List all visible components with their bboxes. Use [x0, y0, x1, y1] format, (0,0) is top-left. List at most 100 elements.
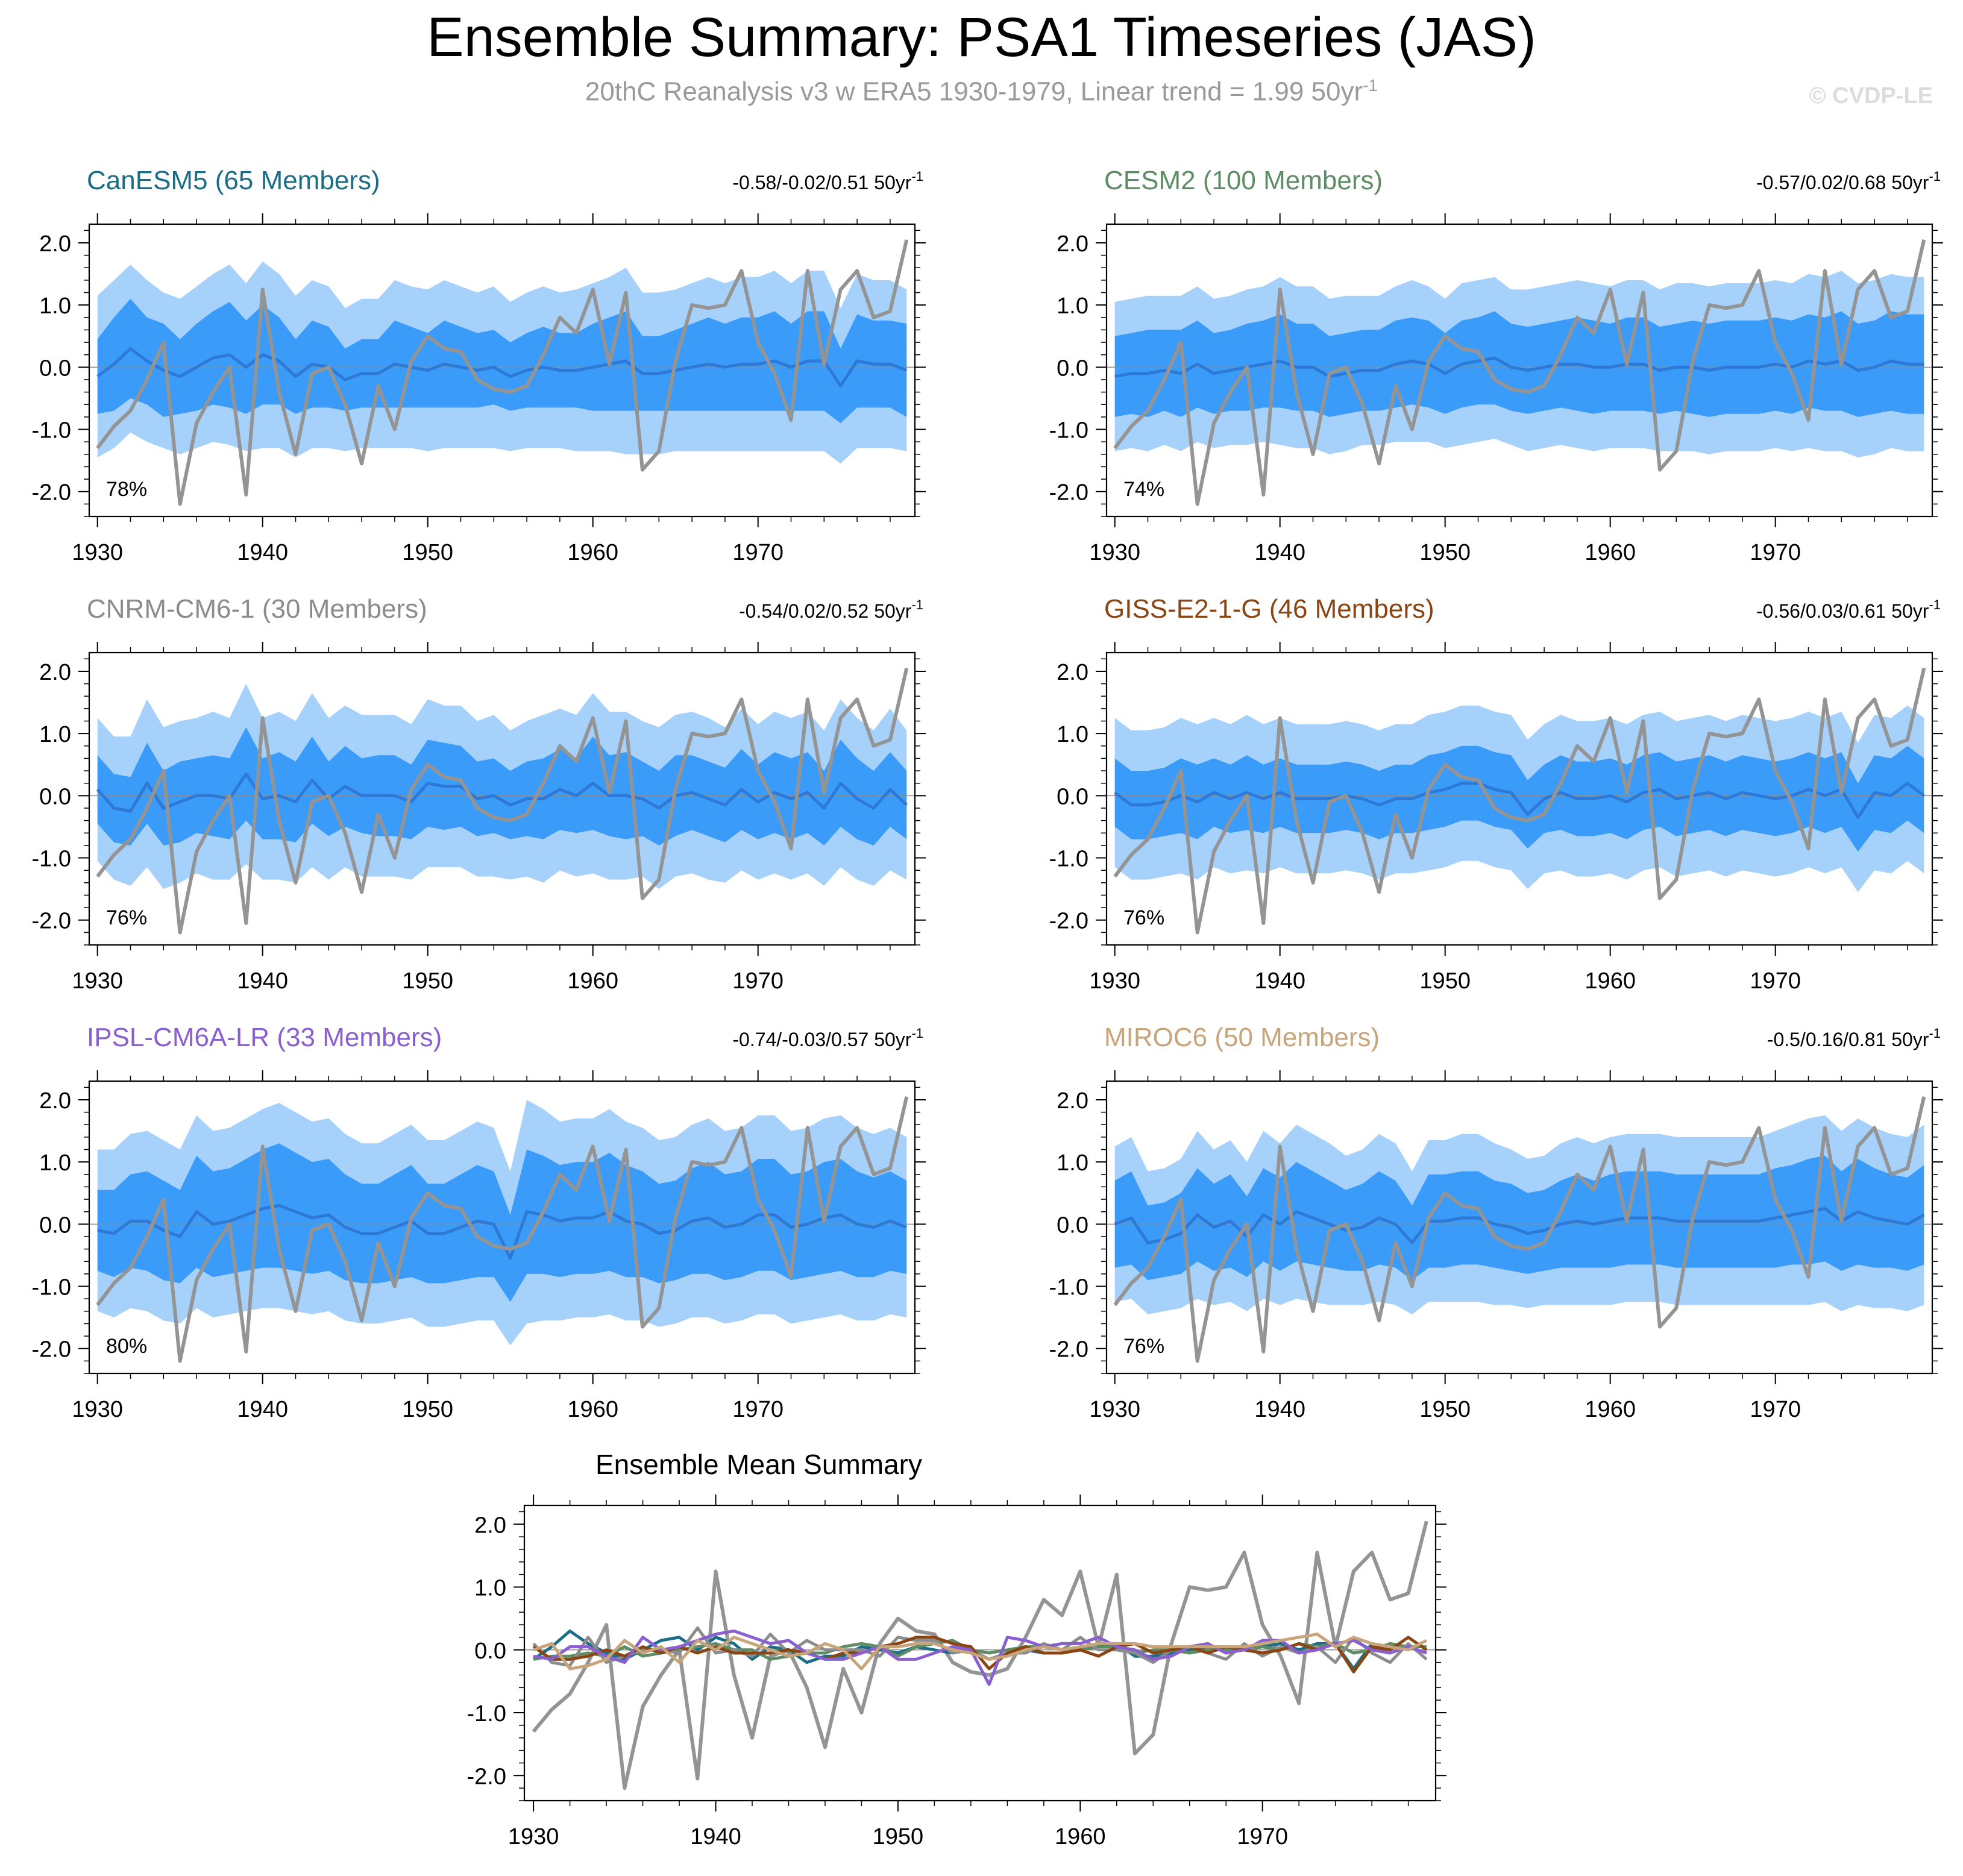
panel-5-trend-label: -0.74/-0.03/0.57 50yr-1 — [732, 1026, 923, 1050]
panel-3-xtick-label: 1960 — [567, 968, 618, 994]
panel-1-observed-line — [96, 239, 909, 506]
panel-2-ytick-label: -2.0 — [1049, 480, 1088, 506]
panel-3-frame — [88, 651, 916, 946]
summary-ytick-label: 0.0 — [474, 1639, 506, 1664]
panel-2-observed-line — [1113, 239, 1926, 506]
panel-3-ytick-label: 1.0 — [39, 722, 71, 747]
summary-ytick-label: 2.0 — [474, 1513, 506, 1538]
summary-ensemble-mean-line-4 — [532, 1636, 1428, 1674]
panel-5-ytick-label: 0.0 — [39, 1212, 71, 1238]
summary-ensemble-mean-line-6 — [533, 1633, 1428, 1671]
panel-2-title: CESM2 (100 Members) — [1104, 166, 1383, 195]
panel-4-xtick-label: 1970 — [1750, 968, 1801, 994]
panel-5-xtick-label: 1970 — [732, 1397, 784, 1422]
panel-2-xtick-label: 1960 — [1585, 540, 1636, 565]
panel-3-ytick-label: -2.0 — [32, 909, 71, 934]
panel-2-xtick-label: 1970 — [1750, 540, 1801, 565]
main-title: Ensemble Summary: PSA1 Timeseries (JAS) — [427, 7, 1536, 68]
panel-6-title: MIROC6 (50 Members) — [1104, 1023, 1380, 1052]
panel-3-xtick-label: 1950 — [402, 968, 453, 994]
summary-ytick-label: -1.0 — [467, 1701, 506, 1727]
panel-4-ytick-label: 1.0 — [1057, 722, 1088, 747]
copyright-label: © CVDP-LE — [1809, 83, 1933, 108]
panel-4-observed-line — [1113, 668, 1926, 935]
summary-xtick-label: 1960 — [1055, 1824, 1106, 1849]
panel-1-ytick-label: -2.0 — [32, 480, 71, 506]
panel-1-xtick-label: 1940 — [237, 540, 288, 565]
panel-5-xtick-label: 1940 — [237, 1397, 288, 1422]
panel-6-ytick-label: 2.0 — [1057, 1088, 1088, 1114]
panel-1-ensemble-mean-line — [96, 347, 908, 387]
panel-4-trend-superscript: -1 — [1929, 597, 1941, 612]
panel-2-xtick-label: 1930 — [1089, 540, 1140, 565]
panel-3-xtick-label: 1930 — [72, 968, 123, 994]
panel-5-ytick-label: -1.0 — [32, 1275, 71, 1300]
panel-6-xtick-label: 1960 — [1585, 1397, 1636, 1422]
panel-3-trend-superscript: -1 — [911, 597, 923, 612]
summary-title: Ensemble Mean Summary — [595, 1449, 922, 1480]
panel-2-ytick-label: 2.0 — [1057, 231, 1088, 257]
panel-5-frame — [88, 1080, 916, 1375]
panel-4-xtick-label: 1950 — [1419, 968, 1471, 994]
panel-1-ytick-label: 0.0 — [39, 356, 71, 381]
panel-6-trend-label: -0.5/0.16/0.81 50yr-1 — [1767, 1026, 1941, 1050]
panel-6-ytick-label: -1.0 — [1049, 1275, 1088, 1300]
panel-5-ensemble-mean-line — [97, 1203, 908, 1260]
panel-1-trend-superscript: -1 — [911, 169, 923, 184]
panel-5-inner-band — [97, 1143, 907, 1302]
panel-4-title: GISS-E2-1-G (46 Members) — [1104, 594, 1434, 624]
panel-6-ytick-label: -2.0 — [1049, 1337, 1088, 1363]
panel-6-xtick-label: 1970 — [1750, 1397, 1801, 1422]
panel-2-trend-superscript: -1 — [1929, 169, 1941, 184]
panel-5-xtick-label: 1950 — [402, 1397, 453, 1422]
panel-5-percent-label: 80% — [106, 1335, 147, 1358]
panel-6-xtick-label: 1940 — [1254, 1397, 1305, 1422]
panel-6-trend-superscript: -1 — [1929, 1026, 1941, 1041]
panel-5-observed-line — [96, 1096, 909, 1363]
panel-6-frame — [1105, 1080, 1933, 1375]
panel-5-title: IPSL-CM6A-LR (33 Members) — [87, 1023, 442, 1052]
panel-2-ytick-label: -1.0 — [1049, 418, 1088, 444]
panel-2-ytick-label: 0.0 — [1057, 356, 1088, 381]
panel-3-trend-label: -0.54/0.02/0.52 50yr-1 — [739, 597, 923, 622]
panel-4-xtick-label: 1940 — [1254, 968, 1305, 994]
panel-3-ytick-label: -1.0 — [32, 847, 71, 872]
panel-6-ytick-label: 1.0 — [1057, 1150, 1088, 1176]
panel-4-ytick-label: 2.0 — [1057, 660, 1088, 685]
panel-4-ytick-label: -2.0 — [1049, 909, 1088, 934]
summary-xtick-label: 1950 — [873, 1824, 924, 1849]
panel-5-ytick-label: -2.0 — [32, 1337, 71, 1363]
summary-xtick-label: 1930 — [508, 1824, 559, 1849]
summary-frame — [523, 1504, 1437, 1802]
panel-2-percent-label: 74% — [1123, 478, 1164, 501]
panel-3-observed-line — [96, 668, 909, 935]
panel-2-xtick-label: 1940 — [1254, 540, 1305, 565]
panel-5-xtick-label: 1930 — [72, 1397, 123, 1422]
panel-4-ytick-label: -1.0 — [1049, 847, 1088, 872]
panel-6-inner-band — [1114, 1155, 1924, 1281]
panel-1-title: CanESM5 (65 Members) — [87, 166, 380, 195]
panel-3-ytick-label: 0.0 — [39, 784, 71, 809]
summary-xtick-label: 1940 — [690, 1824, 741, 1849]
panel-3-title: CNRM-CM6-1 (30 Members) — [87, 594, 427, 624]
panel-1-frame — [88, 223, 916, 518]
panel-1-xtick-label: 1960 — [567, 540, 618, 565]
panel-2-ytick-label: 1.0 — [1057, 293, 1088, 319]
panel-1-inner-band — [97, 298, 907, 424]
panel-2-trend-label: -0.57/0.02/0.68 50yr-1 — [1756, 169, 1941, 193]
panel-4-ytick-label: 0.0 — [1057, 784, 1088, 809]
panel-5-trend-superscript: -1 — [911, 1026, 923, 1041]
panel-4-percent-label: 76% — [1123, 906, 1164, 929]
summary-ytick-label: 1.0 — [474, 1576, 506, 1601]
panel-3-trend-value: -0.54/0.02/0.52 50yr — [739, 600, 912, 622]
panel-4-frame — [1105, 651, 1933, 946]
panel-1-ytick-label: 1.0 — [39, 293, 71, 319]
panel-3-xtick-label: 1970 — [732, 968, 784, 994]
panel-4-inner-band — [1114, 745, 1924, 852]
panel-4-xtick-label: 1930 — [1089, 968, 1140, 994]
panel-1-ytick-label: 2.0 — [39, 231, 71, 257]
panel-6-xtick-label: 1950 — [1419, 1397, 1471, 1422]
panel-3-xtick-label: 1940 — [237, 968, 288, 994]
